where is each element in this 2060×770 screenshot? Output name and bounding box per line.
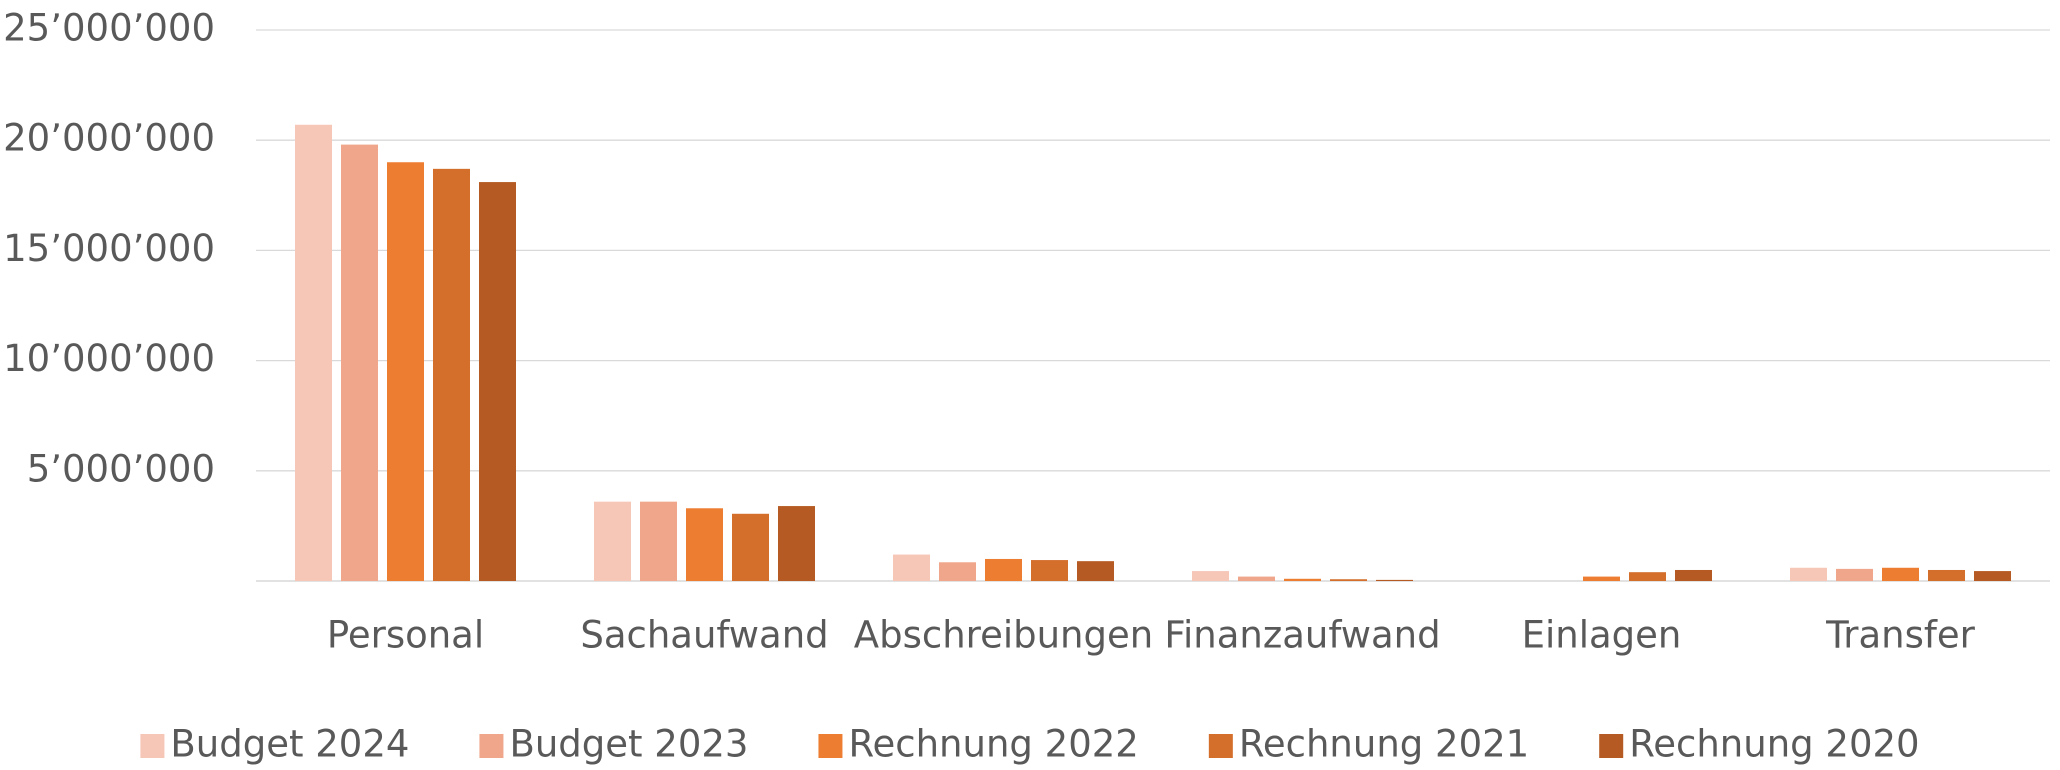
legend-swatch bbox=[1599, 734, 1624, 758]
legend-swatch bbox=[818, 734, 843, 758]
x-tick-label: Personal bbox=[327, 614, 484, 657]
x-tick-label: Finanzaufwand bbox=[1164, 614, 1440, 657]
bar bbox=[295, 124, 332, 581]
bar bbox=[1675, 569, 1712, 581]
legend-label: Rechnung 2021 bbox=[1239, 723, 1529, 766]
y-tick-label: 5’000’000 bbox=[27, 447, 215, 490]
bar bbox=[1376, 579, 1413, 581]
bar bbox=[1284, 578, 1321, 581]
bar bbox=[1629, 572, 1666, 581]
legend-label: Rechnung 2020 bbox=[1629, 723, 1919, 766]
legend-label: Budget 2023 bbox=[509, 723, 748, 766]
y-tick-label: 25’000’000 bbox=[3, 7, 215, 50]
bar bbox=[778, 506, 815, 581]
legend-label: Budget 2024 bbox=[170, 723, 409, 766]
bar bbox=[732, 513, 769, 581]
bar bbox=[1583, 576, 1620, 581]
bar bbox=[1790, 567, 1827, 581]
y-tick-label: 20’000’000 bbox=[3, 117, 215, 160]
y-tick-label: 15’000’000 bbox=[3, 227, 215, 270]
bar bbox=[341, 144, 378, 581]
bar bbox=[1031, 560, 1068, 581]
x-tick-label: Einlagen bbox=[1522, 614, 1682, 657]
bar bbox=[1882, 567, 1919, 581]
legend-label: Rechnung 2022 bbox=[848, 723, 1138, 766]
bar bbox=[640, 501, 677, 581]
y-tick-label: 10’000’000 bbox=[3, 337, 215, 380]
bar bbox=[1928, 569, 1965, 581]
x-tick-label: Sachaufwand bbox=[580, 614, 828, 657]
bar bbox=[433, 168, 470, 582]
bar bbox=[893, 554, 930, 581]
bar bbox=[686, 508, 723, 581]
legend-swatch bbox=[479, 734, 504, 758]
legend-swatch bbox=[1208, 734, 1233, 758]
bar bbox=[1330, 579, 1367, 581]
bar bbox=[1077, 561, 1114, 581]
bar bbox=[939, 562, 976, 581]
bar bbox=[985, 558, 1022, 581]
x-tick-label: Abschreibungen bbox=[854, 614, 1153, 657]
x-tick-label: Transfer bbox=[1825, 614, 1976, 657]
bar bbox=[1974, 571, 2011, 581]
bar bbox=[479, 182, 516, 582]
bar bbox=[387, 162, 424, 582]
legend-swatch bbox=[140, 734, 165, 758]
bar bbox=[594, 501, 631, 581]
bar bbox=[1192, 571, 1229, 581]
bar bbox=[1836, 568, 1873, 581]
bar bbox=[1238, 576, 1275, 581]
